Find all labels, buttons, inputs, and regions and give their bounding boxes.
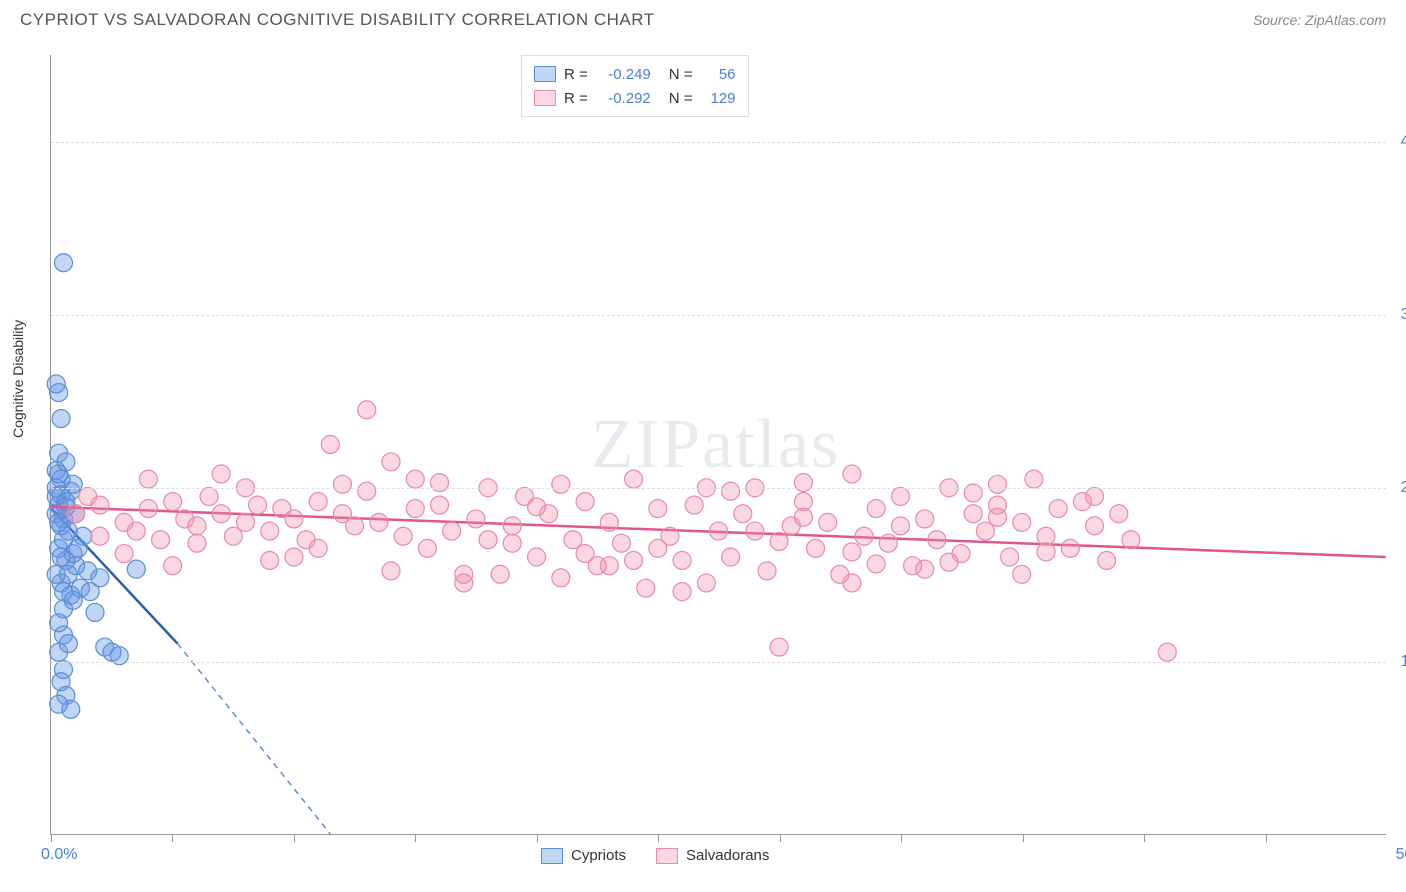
r-label: R = — [564, 66, 588, 83]
y-tick-label: 30.0% — [1401, 306, 1406, 324]
n-label: N = — [669, 66, 693, 83]
y-axis-label: Cognitive Disability — [10, 320, 26, 438]
swatch-cypriots — [534, 66, 556, 82]
n-label: N = — [669, 90, 693, 107]
n-value-cypriots: 56 — [701, 66, 736, 83]
correlation-legend: R = -0.249 N = 56 R = -0.292 N = 129 — [521, 55, 749, 117]
r-value-cypriots: -0.249 — [596, 66, 651, 83]
gridline-h — [51, 142, 1386, 143]
chart-title: CYPRIOT VS SALVADORAN COGNITIVE DISABILI… — [20, 10, 655, 30]
gridline-h — [51, 488, 1386, 489]
y-tick-label: 40.0% — [1401, 133, 1406, 151]
y-tick-label: 10.0% — [1401, 653, 1406, 671]
gridline-h — [51, 315, 1386, 316]
series-legend: Cypriots Salvadorans — [541, 847, 769, 864]
swatch-cypriots-icon — [541, 848, 563, 864]
legend-row-cypriots: R = -0.249 N = 56 — [534, 62, 736, 86]
legend-row-salvadorans: R = -0.292 N = 129 — [534, 86, 736, 110]
x-axis-min-label: 0.0% — [41, 846, 77, 864]
x-tick — [901, 834, 902, 842]
legend-item-salvadorans: Salvadorans — [656, 847, 769, 864]
swatch-salvadorans — [534, 90, 556, 106]
n-value-salvadorans: 129 — [701, 90, 736, 107]
x-tick — [658, 834, 659, 842]
legend-label-salvadorans: Salvadorans — [686, 847, 769, 864]
r-label: R = — [564, 90, 588, 107]
x-tick — [1266, 834, 1267, 842]
x-tick — [51, 834, 52, 842]
legend-item-cypriots: Cypriots — [541, 847, 626, 864]
x-tick — [172, 834, 173, 842]
x-tick — [1144, 834, 1145, 842]
swatch-salvadorans-icon — [656, 848, 678, 864]
gridline-h — [51, 662, 1386, 663]
chart-header: CYPRIOT VS SALVADORAN COGNITIVE DISABILI… — [0, 0, 1406, 35]
y-tick-label: 20.0% — [1401, 479, 1406, 497]
chart-plot-area: ZIPatlas R = -0.249 N = 56 R = -0.292 N … — [50, 55, 1386, 835]
x-tick — [294, 834, 295, 842]
x-tick — [415, 834, 416, 842]
x-tick — [780, 834, 781, 842]
x-axis-max-label: 50.0% — [1396, 846, 1406, 864]
legend-label-cypriots: Cypriots — [571, 847, 626, 864]
chart-svg — [51, 55, 1386, 834]
source-label: Source: ZipAtlas.com — [1253, 12, 1386, 28]
x-tick — [1023, 834, 1024, 842]
r-value-salvadorans: -0.292 — [596, 90, 651, 107]
x-tick — [537, 834, 538, 842]
